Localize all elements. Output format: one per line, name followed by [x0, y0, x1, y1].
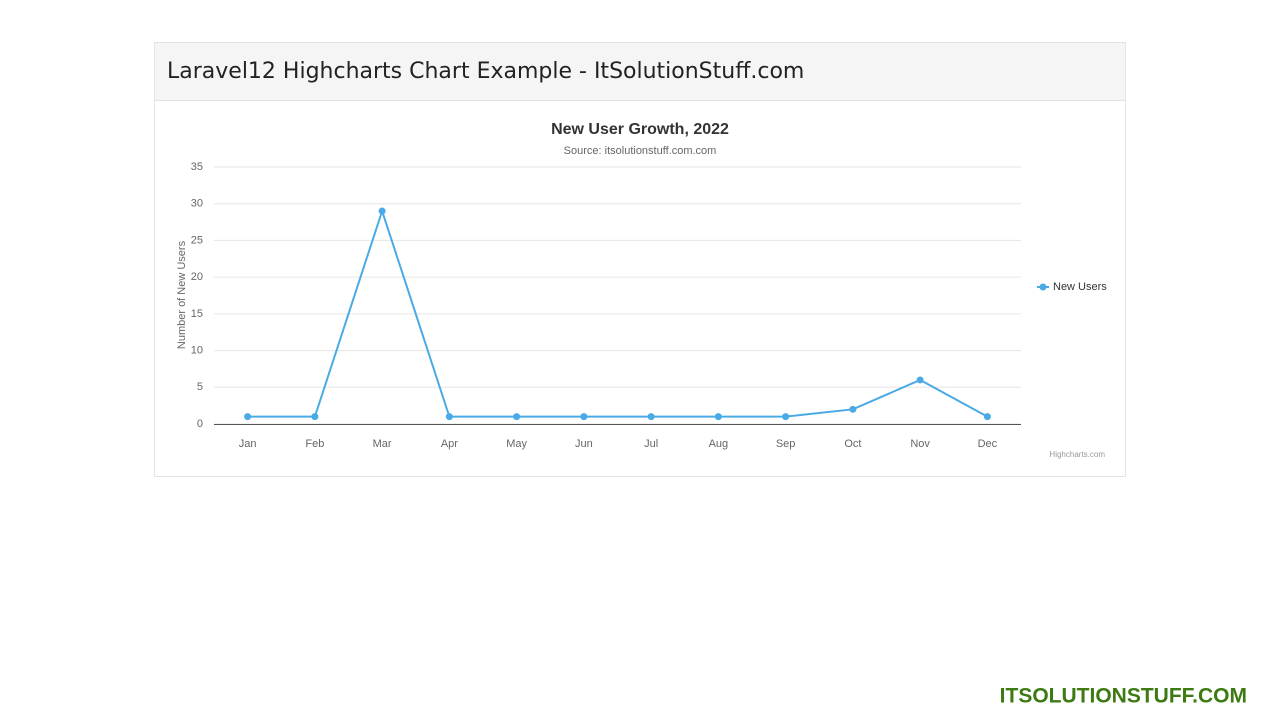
- data-point: [714, 413, 722, 421]
- y-tick-label: 35: [191, 161, 203, 173]
- data-point: [849, 405, 857, 413]
- card-header: [155, 43, 1125, 100]
- y-tick-label: 30: [191, 198, 203, 210]
- card-title: Laravel12 Highcharts Chart Example - ItS…: [167, 59, 804, 84]
- y-tick-label: 15: [191, 308, 203, 320]
- x-tick-label: Mar: [373, 438, 392, 450]
- chart-title: New User Growth, 2022: [551, 121, 729, 138]
- x-tick-label: Nov: [910, 438, 930, 450]
- data-point: [647, 413, 655, 421]
- data-point: [378, 207, 386, 215]
- y-tick-label: 25: [191, 234, 203, 246]
- data-point: [244, 413, 252, 421]
- data-point: [445, 413, 453, 421]
- legend-symbol: [1039, 283, 1047, 291]
- x-tick-label: Apr: [441, 438, 458, 450]
- x-tick-label: Jan: [239, 438, 257, 450]
- credits: Highcharts.com: [1049, 450, 1105, 459]
- data-point: [983, 413, 991, 421]
- series-line: [247, 207, 988, 418]
- y-tick-label: 10: [191, 344, 203, 356]
- y-tick-label: 0: [197, 418, 203, 430]
- x-tick-label: Feb: [305, 438, 324, 450]
- data-point: [311, 413, 319, 421]
- y-axis-label: Number of New Users: [176, 240, 188, 349]
- x-tick-label: Aug: [709, 438, 729, 450]
- x-tick-label: Sep: [776, 438, 796, 450]
- y-tick-label: 20: [191, 271, 203, 283]
- watermark: ITSOLUTIONSTUFF.COM: [1000, 685, 1247, 708]
- data-point: [782, 413, 790, 421]
- card: [154, 42, 1126, 477]
- legend-label[interactable]: New Users: [1053, 281, 1107, 293]
- data-point: [916, 376, 924, 384]
- y-tick-label: 5: [197, 381, 203, 393]
- x-tick-label: May: [506, 438, 527, 450]
- x-tick-label: Dec: [978, 438, 998, 450]
- data-point: [580, 413, 588, 421]
- chart-subtitle: Source: itsolutionstuff.com.com: [564, 145, 717, 157]
- x-tick-label: Jul: [644, 438, 658, 450]
- x-tick-label: Jun: [575, 438, 593, 450]
- x-tick-label: Oct: [844, 438, 861, 450]
- data-point: [513, 413, 521, 421]
